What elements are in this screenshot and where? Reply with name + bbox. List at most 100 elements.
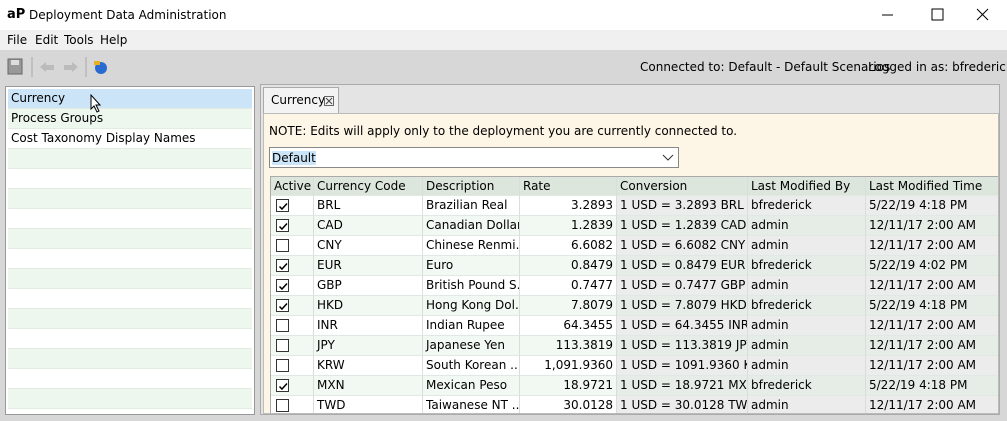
table-cell[interactable]: BRL [314,196,423,216]
table-cell[interactable]: Canadian Dollar [423,216,520,236]
table-cell[interactable]: bfrederick [748,296,866,316]
nav-row [8,249,252,269]
table-cell[interactable]: MXN [314,376,423,396]
table-cell[interactable]: Chinese Renmi... [423,236,520,256]
column-header[interactable]: Conversion [617,177,748,196]
column-header[interactable]: Last Modified Time [866,177,998,196]
table-cell[interactable]: Hong Kong Dol... [423,296,520,316]
nav-row[interactable]: Cost Taxonomy Display Names [8,129,252,149]
checkbox-unchecked[interactable] [276,239,289,252]
menu-item[interactable]: Help [100,33,128,47]
table-cell[interactable]: Mexican Peso [423,376,520,396]
tab[interactable]: Currency [263,87,339,113]
table-cell[interactable]: 1,091.9360 [520,356,617,376]
dropdown[interactable]: Default [269,147,679,168]
table-cell[interactable]: Brazilian Real [423,196,520,216]
nav-row[interactable]: Process Groups [8,109,252,129]
table-cell[interactable]: admin [748,356,866,376]
checkbox-unchecked[interactable] [276,399,289,412]
table-cell[interactable]: 12/11/17 2:00 AM [866,276,998,296]
nav-row[interactable]: Currency [8,89,252,109]
checkbox-unchecked[interactable] [276,339,289,352]
checkbox-unchecked[interactable] [276,319,289,332]
table-cell[interactable]: 1 USD = 0.7477 GBP [617,276,748,296]
table-cell[interactable]: CAD [314,216,423,236]
table-cell[interactable]: 5/22/19 4:18 PM [866,376,998,396]
table-cell[interactable]: CNY [314,236,423,256]
table-cell[interactable]: admin [748,316,866,336]
table-cell[interactable]: 1 USD = 18.9721 MXN [617,376,748,396]
table-cell[interactable]: admin [748,396,866,413]
table-cell[interactable]: 30.0128 [520,396,617,413]
table-cell[interactable]: 1 USD = 1.2839 CAD [617,216,748,236]
table-cell[interactable]: 1 USD = 0.8479 EUR [617,256,748,276]
table-cell[interactable]: 1 USD = 64.3455 INR [617,316,748,336]
table-cell[interactable]: admin [748,216,866,236]
table-cell[interactable]: 18.9721 [520,376,617,396]
table-cell[interactable]: 64.3455 [520,316,617,336]
table-cell[interactable]: bfrederick [748,196,866,216]
window-controls[interactable] [880,5,1000,25]
table-cell[interactable]: TWD [314,396,423,413]
table-cell[interactable]: 1 USD = 6.6082 CNY [617,236,748,256]
toolbar-icons[interactable] [6,57,116,77]
table-cell[interactable]: Euro [423,256,520,276]
checkbox-checked[interactable] [276,199,289,212]
table-cell[interactable]: 113.3819 [520,336,617,356]
table-cell[interactable]: 5/22/19 4:02 PM [866,256,998,276]
table-cell[interactable]: admin [748,336,866,356]
table-cell[interactable]: 12/11/17 2:00 AM [866,316,998,336]
column-header[interactable]: Active [271,177,314,196]
checkbox-checked[interactable] [276,379,289,392]
table-cell[interactable]: HKD [314,296,423,316]
table-cell[interactable]: 1 USD = 3.2893 BRL [617,196,748,216]
tab-close[interactable] [324,96,334,106]
table-cell[interactable]: 1 USD = 30.0128 TWD [617,396,748,413]
table-cell[interactable]: 1 USD = 7.8079 HKD [617,296,748,316]
checkbox-checked[interactable] [276,279,289,292]
active-cell [271,356,314,376]
table-cell[interactable]: KRW [314,356,423,376]
table-cell[interactable]: 6.6082 [520,236,617,256]
active-cell [271,296,314,316]
table-cell[interactable]: Indian Rupee [423,316,520,336]
table-cell[interactable]: INR [314,316,423,336]
column-header[interactable]: Last Modified By [748,177,866,196]
column-header[interactable]: Description [423,177,520,196]
active-cell [271,316,314,336]
table-cell[interactable]: 5/22/19 4:18 PM [866,196,998,216]
table-cell[interactable]: bfrederick [748,376,866,396]
table-cell[interactable]: Taiwanese NT ... [423,396,520,413]
table-cell[interactable]: 12/11/17 2:00 AM [866,236,998,256]
table-cell[interactable]: 7.8079 [520,296,617,316]
menu-item[interactable]: File [7,33,28,47]
checkbox-checked[interactable] [276,299,289,312]
table-cell[interactable]: 12/11/17 2:00 AM [866,396,998,413]
table-cell[interactable]: admin [748,236,866,256]
table-cell[interactable]: 1 USD = 1091.9360 KRW [617,356,748,376]
table-cell[interactable]: 12/11/17 2:00 AM [866,336,998,356]
table-cell[interactable]: 0.8479 [520,256,617,276]
table-cell[interactable]: 12/11/17 2:00 AM [866,216,998,236]
table-cell[interactable]: GBP [314,276,423,296]
menu-item[interactable]: Edit [35,33,59,47]
table-cell[interactable]: EUR [314,256,423,276]
table-cell[interactable]: 3.2893 [520,196,617,216]
column-header[interactable]: Currency Code [314,177,423,196]
table-cell[interactable]: 1.2839 [520,216,617,236]
checkbox-checked[interactable] [276,219,289,232]
table-cell[interactable]: British Pound S... [423,276,520,296]
menu-item[interactable]: Tools [64,33,94,47]
table-cell[interactable]: Japanese Yen [423,336,520,356]
table-cell[interactable]: 12/11/17 2:00 AM [866,356,998,376]
checkbox-checked[interactable] [276,259,289,272]
table-cell[interactable]: 1 USD = 113.3819 JPY [617,336,748,356]
table-cell[interactable]: bfrederick [748,256,866,276]
table-cell[interactable]: 5/22/19 4:18 PM [866,296,998,316]
table-cell[interactable]: South Korean ... [423,356,520,376]
table-cell[interactable]: JPY [314,336,423,356]
table-cell[interactable]: 0.7477 [520,276,617,296]
checkbox-unchecked[interactable] [276,359,289,372]
column-header[interactable]: Rate [520,177,617,196]
table-cell[interactable]: admin [748,276,866,296]
